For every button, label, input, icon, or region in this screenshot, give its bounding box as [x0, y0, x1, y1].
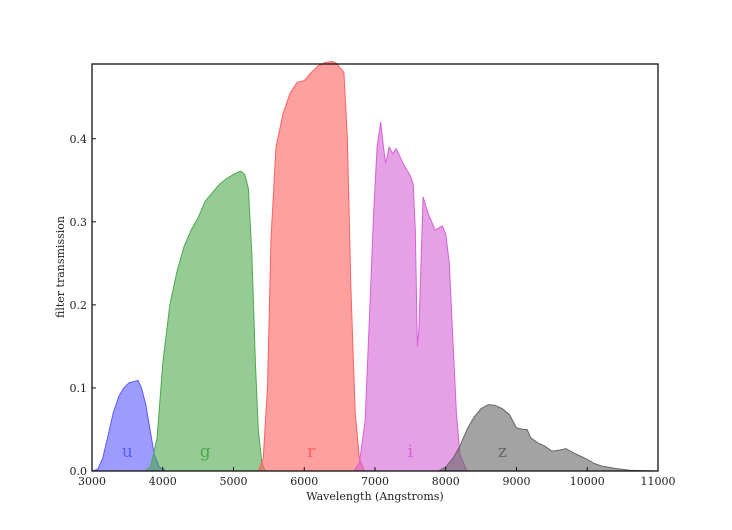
- x-axis-ticks: 3000 4000 5000 6000 7000 8000 9000 10000 11000: [78, 467, 676, 488]
- filter-bands: [91, 60, 659, 472]
- y-tick-label: 0.2: [70, 299, 88, 312]
- band-label-g: g: [200, 442, 211, 462]
- y-axis-label: filter transmission: [54, 216, 67, 318]
- band-area-g: [143, 170, 267, 472]
- y-tick-label: 0.3: [70, 216, 88, 229]
- x-tick-label: 9000: [503, 475, 531, 488]
- x-tick-label: 6000: [290, 475, 318, 488]
- band-label-u: u: [122, 442, 133, 462]
- y-tick-label: 0.1: [70, 382, 88, 395]
- x-tick-label: 7000: [361, 475, 389, 488]
- band-area-i: [352, 122, 468, 472]
- x-tick-label: 3000: [78, 475, 106, 488]
- band-area-z: [436, 404, 659, 472]
- x-tick-label: 4000: [149, 475, 177, 488]
- x-tick-label: 8000: [432, 475, 460, 488]
- band-label-z: z: [498, 442, 507, 462]
- x-tick-label: 10000: [570, 475, 605, 488]
- y-axis-ticks: 0.0 0.1 0.2 0.3 0.4: [70, 133, 96, 478]
- y-tick-label: 0.0: [70, 465, 88, 478]
- y-tick-label: 0.4: [70, 133, 88, 146]
- band-label-i: i: [408, 442, 414, 462]
- band-area-r: [257, 60, 366, 472]
- band-label-r: r: [307, 442, 316, 462]
- x-tick-label: 11000: [641, 475, 676, 488]
- x-axis-label: Wavelength (Angstroms): [306, 490, 443, 503]
- x-tick-label: 5000: [220, 475, 248, 488]
